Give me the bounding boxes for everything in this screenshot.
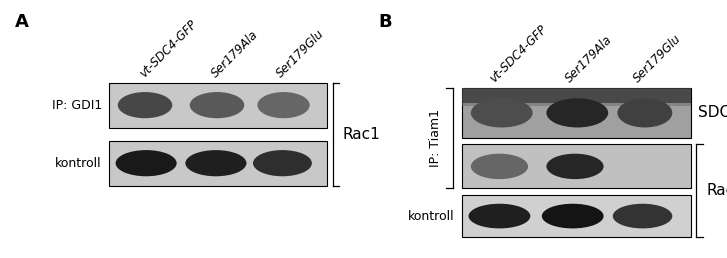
Ellipse shape bbox=[468, 204, 531, 228]
Ellipse shape bbox=[253, 150, 312, 176]
Text: vt-SDC4-GFP: vt-SDC4-GFP bbox=[487, 23, 550, 85]
Text: vt-SDC4-GFP: vt-SDC4-GFP bbox=[137, 18, 199, 80]
Ellipse shape bbox=[613, 204, 672, 228]
Text: SDC4: SDC4 bbox=[698, 105, 727, 120]
Ellipse shape bbox=[471, 98, 533, 127]
Bar bbox=[462, 103, 691, 106]
Ellipse shape bbox=[190, 92, 244, 118]
Text: B: B bbox=[378, 13, 392, 31]
Bar bbox=[109, 83, 327, 128]
Ellipse shape bbox=[547, 98, 608, 127]
Text: kontroll: kontroll bbox=[408, 209, 454, 223]
Ellipse shape bbox=[185, 150, 246, 176]
Text: Rac1: Rac1 bbox=[707, 183, 727, 198]
Text: IP: GDI1: IP: GDI1 bbox=[52, 99, 102, 112]
Bar bbox=[462, 88, 691, 138]
Bar bbox=[462, 195, 691, 237]
Text: Ser179Glu: Ser179Glu bbox=[631, 32, 684, 85]
Text: IP: Tiam1: IP: Tiam1 bbox=[430, 109, 442, 167]
Bar bbox=[462, 144, 691, 188]
Text: A: A bbox=[15, 13, 28, 31]
Text: Ser179Glu: Ser179Glu bbox=[274, 27, 327, 80]
Text: Rac1: Rac1 bbox=[343, 127, 380, 142]
Ellipse shape bbox=[617, 154, 668, 179]
Text: kontroll: kontroll bbox=[55, 157, 102, 170]
Bar bbox=[109, 141, 327, 186]
Text: Ser179Ala: Ser179Ala bbox=[209, 28, 261, 80]
Text: Ser179Ala: Ser179Ala bbox=[563, 33, 614, 85]
Ellipse shape bbox=[542, 204, 603, 228]
Ellipse shape bbox=[471, 154, 528, 179]
Ellipse shape bbox=[116, 150, 177, 176]
Ellipse shape bbox=[118, 92, 172, 118]
Ellipse shape bbox=[617, 98, 672, 127]
Ellipse shape bbox=[547, 154, 603, 179]
Bar bbox=[462, 88, 691, 103]
Ellipse shape bbox=[257, 92, 310, 118]
